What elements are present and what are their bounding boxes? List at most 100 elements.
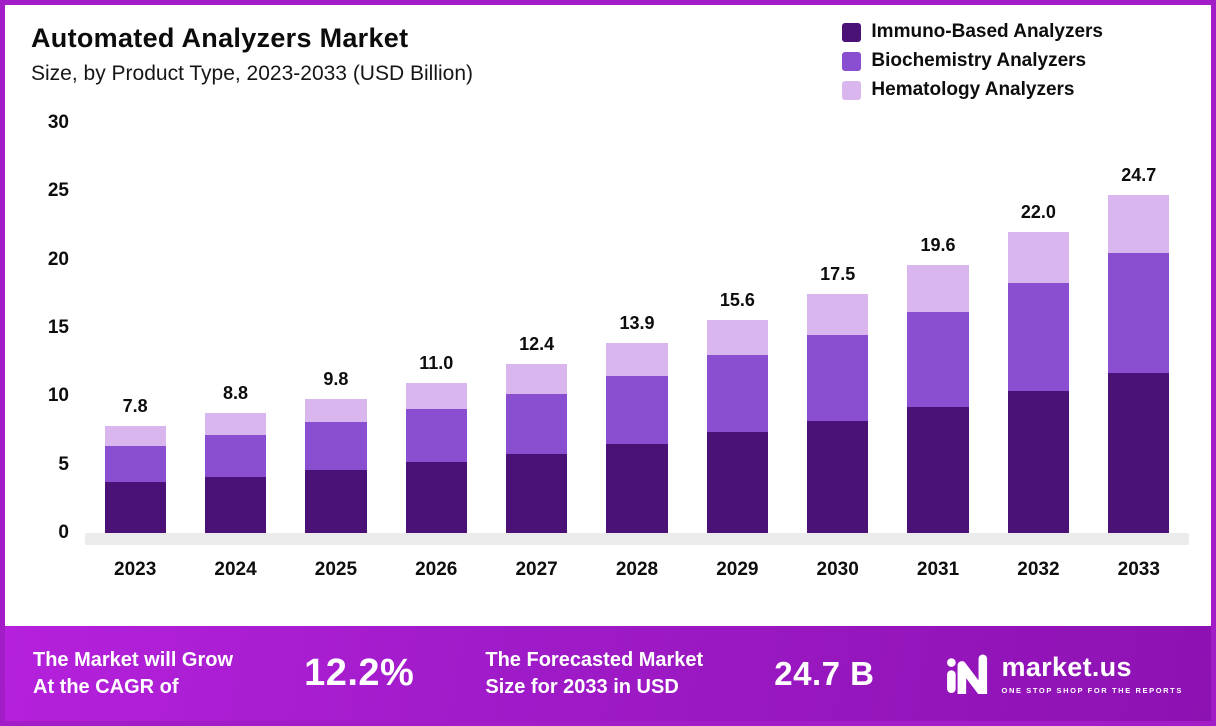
x-axis-line — [85, 533, 1189, 545]
bar-column: 24.7 — [1089, 123, 1189, 533]
bar-segment — [204, 434, 267, 477]
x-axis-label: 2024 — [214, 559, 257, 580]
bar-segment — [104, 482, 166, 533]
bar-total-label: 8.8 — [223, 382, 249, 403]
bar-segment — [1108, 373, 1170, 533]
bar-total-label: 17.5 — [820, 263, 856, 284]
bar-column: 8.8 — [185, 123, 285, 533]
bar-segment — [204, 412, 267, 435]
bar-segment — [104, 426, 166, 446]
bar-segment — [405, 461, 467, 533]
bar-segment — [305, 422, 367, 471]
bar-total-label: 11.0 — [419, 352, 454, 373]
legend-swatch — [842, 22, 862, 42]
bar-total-label: 7.8 — [122, 396, 148, 417]
y-tick-label: 5 — [58, 453, 69, 475]
bar-stack — [706, 319, 768, 533]
bar-segment — [907, 407, 969, 534]
x-axis-label: 2026 — [415, 559, 458, 580]
y-tick-label: 30 — [47, 112, 69, 133]
bar-column: 13.9 — [587, 123, 687, 533]
bar-column: 17.5 — [788, 123, 888, 533]
bars: 7.8 8.8 9.8 11.0 12.4 13.9 15.6 17.5 19.6 22.0 24.… — [85, 123, 1189, 534]
bar-total-label: 13.9 — [619, 313, 655, 334]
bar-segment — [305, 470, 367, 533]
bar-segment — [506, 393, 568, 454]
legend: Immuno-Based Analyzers Biochemistry Analy… — [842, 17, 1189, 101]
logo-name: market.us — [1001, 652, 1132, 682]
x-axis-label: 2032 — [1017, 559, 1060, 580]
legend-item: Hematology Analyzers — [842, 79, 1103, 101]
bar-column: 22.0 — [988, 123, 1088, 533]
y-tick-label: 20 — [47, 248, 69, 270]
x-labels-row: 2023 2024 2025 2026 2027 2028 2029 2030 2031 2032… — [27, 559, 1189, 581]
bar-segment — [506, 363, 568, 394]
bar-segment — [907, 311, 969, 408]
bar-segment — [706, 319, 768, 356]
bar-stack — [1007, 232, 1070, 533]
bar-column: 7.8 — [85, 123, 185, 533]
x-axis-spacer — [27, 559, 85, 581]
cagr-label: The Market will Grow At the CAGR of — [33, 647, 233, 701]
bar-stack — [104, 426, 166, 533]
bar-segment — [706, 355, 768, 432]
bar-column: 15.6 — [687, 123, 787, 533]
bar-stack — [405, 382, 467, 533]
x-axis-label: 2023 — [114, 559, 157, 580]
bar-stack — [506, 363, 568, 533]
legend-label: Immuno-Based Analyzers — [871, 21, 1103, 42]
y-tick-label: 10 — [47, 385, 69, 407]
header-row: Automated Analyzers Market Size, by Prod… — [27, 17, 1189, 101]
bar-column: 19.6 — [888, 123, 988, 534]
bar-segment — [606, 343, 668, 376]
forecast-label-line2: Size for 2033 in USD — [485, 675, 679, 698]
x-axis-label: 2033 — [1117, 559, 1160, 580]
chart-title: Automated Analyzers Market — [31, 23, 409, 53]
y-tick-label: 25 — [47, 180, 69, 202]
plot-area: 0 5 10 15 20 25 30 7.8 8.8 9.8 11.0 12.4 13.9 15.6 17… — [27, 112, 1189, 545]
bar-column: 9.8 — [286, 123, 386, 533]
logo-text-block: market.us ONE STOP SHOP FOR THE REPORTS — [1002, 652, 1183, 695]
x-axis-label: 2025 — [314, 559, 358, 580]
legend-label: Hematology Analyzers — [871, 79, 1075, 100]
bar-segment — [506, 453, 568, 533]
forecast-label: The Forecasted Market Size for 2033 in U… — [485, 647, 703, 701]
bar-total-label: 24.7 — [1121, 165, 1157, 186]
x-axis-label: 2028 — [615, 559, 659, 580]
bar-total-label: 15.6 — [719, 289, 755, 310]
bar-stack — [204, 412, 267, 533]
marketus-logo: market.us ONE STOP SHOP FOR THE REPORTS — [946, 652, 1183, 695]
x-axis-label: 2031 — [916, 559, 960, 580]
title-block: Automated Analyzers Market Size, by Prod… — [27, 17, 473, 86]
bar-stack — [305, 399, 367, 533]
bar-segment — [807, 420, 869, 533]
bar-column: 11.0 — [386, 123, 486, 533]
bar-total-label: 9.8 — [323, 369, 349, 390]
bar-segment — [204, 476, 267, 533]
cagr-label-line1: The Market will Grow — [33, 648, 234, 671]
forecast-value: 24.7 B — [774, 654, 875, 692]
y-tick-label: 0 — [58, 522, 69, 543]
bar-segment — [1007, 232, 1070, 283]
bar-stack — [1108, 195, 1170, 533]
cagr-value: 12.2% — [304, 652, 415, 694]
bar-segment — [1108, 195, 1170, 253]
bar-total-label: 22.0 — [1020, 202, 1056, 223]
bars-wrap: 7.8 8.8 9.8 11.0 12.4 13.9 15.6 17.5 19.6 22.0 24.… — [85, 123, 1189, 545]
x-axis-label: 2027 — [515, 559, 558, 580]
x-axis-labels: 2023 2024 2025 2026 2027 2028 2029 2030 2031 2032… — [85, 559, 1189, 581]
forecast-label-line1: The Forecasted Market — [485, 648, 704, 671]
bar-segment — [1108, 252, 1170, 374]
bar-segment — [1007, 282, 1070, 391]
bar-segment — [104, 445, 166, 483]
chart-subtitle: Size, by Product Type, 2023-2033 (USD Bi… — [31, 62, 474, 85]
bar-segment — [1007, 390, 1070, 533]
y-tick-label: 15 — [47, 317, 69, 338]
cagr-label-line2: At the CAGR of — [33, 675, 179, 698]
bar-segment — [807, 334, 869, 421]
bar-total-label: 12.4 — [519, 333, 555, 354]
bar-segment — [907, 265, 969, 312]
legend-item: Immuno-Based Analyzers — [842, 21, 1103, 43]
bar-segment — [405, 408, 467, 462]
bar-segment — [606, 444, 668, 533]
